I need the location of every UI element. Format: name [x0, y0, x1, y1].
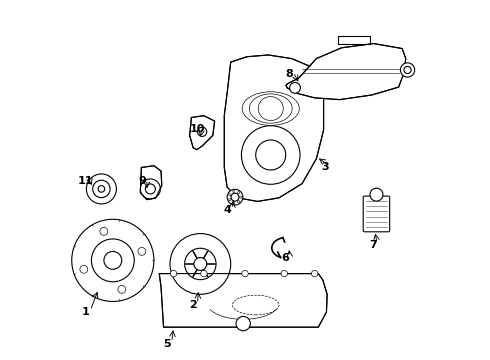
Circle shape — [312, 270, 318, 277]
Circle shape — [140, 179, 160, 199]
Text: 9: 9 — [139, 176, 147, 186]
Polygon shape — [190, 116, 215, 150]
Circle shape — [227, 189, 243, 205]
Circle shape — [240, 196, 242, 198]
Circle shape — [256, 140, 286, 170]
Polygon shape — [140, 166, 162, 200]
Circle shape — [238, 192, 240, 194]
Text: 7: 7 — [369, 240, 377, 250]
Circle shape — [238, 201, 240, 203]
Circle shape — [93, 180, 110, 198]
Text: 6: 6 — [281, 253, 289, 263]
Circle shape — [118, 285, 126, 293]
Text: 11: 11 — [77, 176, 93, 186]
Circle shape — [242, 270, 248, 277]
Text: 1: 1 — [82, 307, 90, 317]
Circle shape — [236, 316, 250, 331]
Circle shape — [100, 228, 108, 235]
Circle shape — [201, 270, 207, 277]
Circle shape — [138, 247, 146, 255]
Circle shape — [229, 194, 231, 196]
Circle shape — [98, 186, 105, 192]
Circle shape — [185, 248, 216, 280]
Circle shape — [194, 257, 207, 270]
Circle shape — [242, 126, 300, 184]
Text: 2: 2 — [189, 300, 197, 310]
Polygon shape — [286, 44, 406, 100]
Circle shape — [92, 239, 134, 282]
Circle shape — [104, 251, 122, 269]
Text: 10: 10 — [190, 124, 205, 134]
Circle shape — [233, 190, 235, 193]
Circle shape — [233, 202, 235, 204]
Circle shape — [80, 265, 88, 273]
Circle shape — [404, 66, 411, 73]
Polygon shape — [159, 274, 327, 327]
Text: 5: 5 — [164, 339, 171, 348]
Text: 3: 3 — [321, 162, 329, 172]
Circle shape — [197, 127, 207, 136]
Circle shape — [290, 82, 300, 93]
Circle shape — [370, 188, 383, 201]
Circle shape — [229, 199, 231, 201]
Circle shape — [170, 234, 231, 294]
Bar — [338, 36, 370, 44]
Text: 4: 4 — [224, 205, 232, 215]
Circle shape — [171, 270, 177, 277]
Text: 8: 8 — [285, 68, 293, 78]
Polygon shape — [224, 55, 323, 202]
Circle shape — [86, 174, 117, 204]
Circle shape — [146, 184, 155, 194]
Circle shape — [72, 219, 154, 301]
Circle shape — [281, 270, 288, 277]
Circle shape — [400, 63, 415, 77]
Circle shape — [231, 193, 239, 201]
